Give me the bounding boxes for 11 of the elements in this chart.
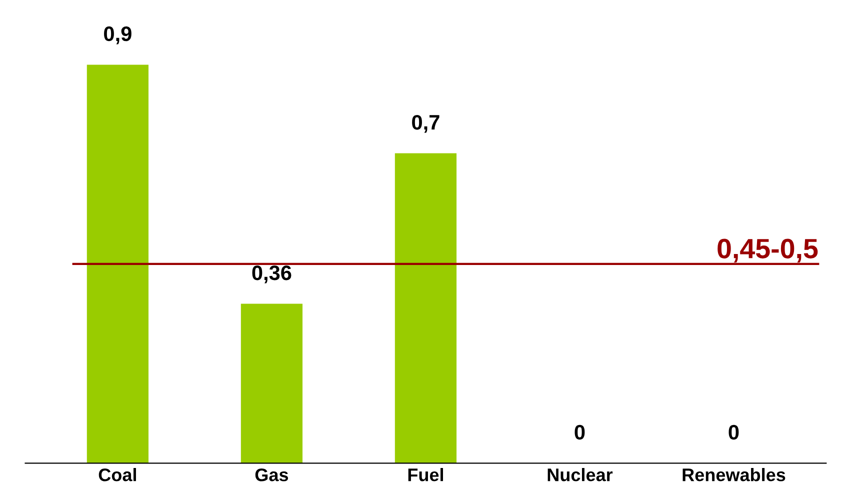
data-label: 0 [728,424,739,440]
data-label: 0,7 [412,114,440,133]
x-tick-label: Nuclear [548,468,613,482]
x-tick-label: Renewables [682,468,786,482]
data-label: 0,36 [252,265,292,284]
x-tick-label: Coal [98,468,136,482]
x-tick-label: Fuel [408,468,443,482]
data-label: 0,9 [104,26,132,44]
data-label: 0 [574,424,585,440]
ref-line-label: 0,45-0,5 [718,238,818,262]
x-tick-label: Gas [255,468,288,482]
